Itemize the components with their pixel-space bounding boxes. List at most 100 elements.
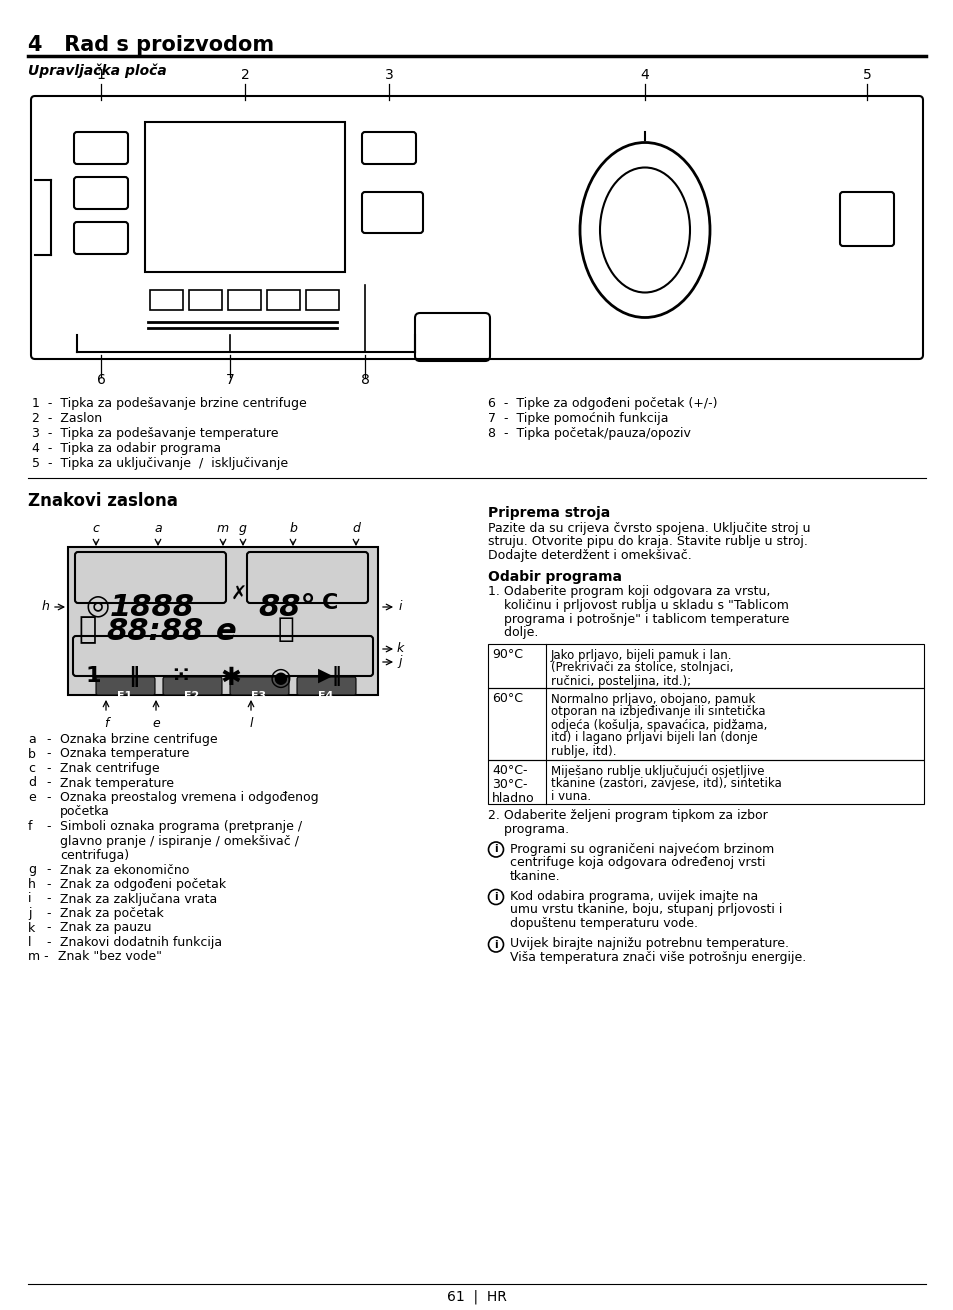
Text: -: -	[46, 878, 51, 891]
Text: 🔒: 🔒	[277, 614, 294, 643]
Text: 7  -  Tipke pomoćnih funkcija: 7 - Tipke pomoćnih funkcija	[488, 413, 668, 424]
Text: 1888: 1888	[110, 593, 194, 622]
Text: Jako prljavo, bijeli pamuk i lan.: Jako prljavo, bijeli pamuk i lan.	[551, 648, 732, 662]
Text: -: -	[46, 762, 51, 776]
Text: 88°: 88°	[257, 593, 315, 622]
Text: Znak za ekonomično: Znak za ekonomično	[60, 863, 190, 876]
Text: Priprema stroja: Priprema stroja	[488, 506, 610, 520]
Text: F4: F4	[318, 690, 334, 701]
Text: -: -	[46, 734, 51, 745]
Text: h: h	[28, 878, 36, 891]
Text: itd) i lagano prljavi bijeli lan (donje: itd) i lagano prljavi bijeli lan (donje	[551, 731, 757, 744]
Text: f: f	[28, 820, 32, 833]
Text: struju. Otvorite pipu do kraja. Stavite rublje u stroj.: struju. Otvorite pipu do kraja. Stavite …	[488, 536, 807, 549]
Text: otporan na izbjeđivanje ili sintetička: otporan na izbjeđivanje ili sintetička	[551, 706, 764, 718]
Text: k: k	[28, 921, 35, 934]
Text: Znak za zaključana vrata: Znak za zaključana vrata	[60, 892, 217, 905]
Bar	[145, 122, 345, 272]
Text: m: m	[216, 521, 229, 534]
Text: 1: 1	[96, 68, 106, 83]
Text: Miješano rublje uključujući osjetljive: Miješano rublje uključujući osjetljive	[551, 765, 763, 778]
Text: Pazite da su crijeva čvrsto spojena. Uključite stroj u: Pazite da su crijeva čvrsto spojena. Ukl…	[488, 521, 810, 534]
Text: c: c	[92, 521, 99, 534]
Text: programa.: programa.	[488, 823, 569, 836]
Text: 4   Rad s proizvodom: 4 Rad s proizvodom	[28, 35, 274, 55]
Bar	[189, 290, 222, 310]
Text: l: l	[249, 717, 253, 730]
Text: -: -	[46, 777, 51, 790]
FancyBboxPatch shape	[163, 677, 222, 696]
Text: b: b	[28, 748, 36, 761]
Text: 88:88: 88:88	[106, 617, 203, 646]
Text: 2  -  Zaslon: 2 - Zaslon	[32, 413, 102, 424]
Text: Oznaka preostalog vremena i odgođenog: Oznaka preostalog vremena i odgođenog	[60, 791, 318, 804]
Text: c: c	[28, 762, 35, 776]
Text: 3  -  Tipka za podešavanje temperature: 3 - Tipka za podešavanje temperature	[32, 427, 278, 440]
Text: Znak za odgođeni početak: Znak za odgođeni početak	[60, 878, 226, 891]
Text: rublje, itd).: rublje, itd).	[551, 744, 616, 757]
Text: g: g	[239, 521, 247, 534]
Text: e: e	[28, 791, 35, 804]
Text: 6  -  Tipke za odgođeni početak (+/-): 6 - Tipke za odgođeni početak (+/-)	[488, 397, 717, 410]
Text: početka: početka	[60, 806, 110, 819]
Text: a: a	[154, 521, 162, 534]
Text: ✱: ✱	[220, 665, 241, 690]
Text: F3: F3	[252, 690, 266, 701]
Text: g: g	[28, 863, 36, 876]
Text: (Prekrivači za stolice, stolnjaci,: (Prekrivači za stolice, stolnjaci,	[551, 662, 733, 675]
Text: Viša temperatura znači više potrošnju energije.: Viša temperatura znači više potrošnju en…	[510, 951, 805, 964]
Text: 8: 8	[360, 373, 369, 386]
Text: tkanine (zastori, zavjese, itd), sintetika: tkanine (zastori, zavjese, itd), sinteti…	[551, 778, 781, 790]
Text: j: j	[397, 655, 401, 668]
Text: C: C	[322, 593, 338, 613]
FancyBboxPatch shape	[230, 677, 289, 696]
Text: 8  -  Tipka početak/pauza/opoziv: 8 - Tipka početak/pauza/opoziv	[488, 427, 690, 440]
Text: Uvijek birajte najnižu potrebnu temperature.: Uvijek birajte najnižu potrebnu temperat…	[510, 938, 788, 951]
Text: -: -	[46, 892, 51, 905]
Text: Simboli oznaka programa (pretpranje /: Simboli oznaka programa (pretpranje /	[60, 820, 302, 833]
Text: 90°C: 90°C	[492, 648, 522, 662]
Text: 5: 5	[862, 68, 870, 83]
Text: -: -	[46, 863, 51, 876]
Text: j: j	[28, 907, 31, 920]
Text: Dodajte deterdžent i omekšivač.: Dodajte deterdžent i omekšivač.	[488, 549, 691, 562]
Text: d: d	[352, 521, 359, 534]
Text: 2. Odaberite željeni program tipkom za izbor: 2. Odaberite željeni program tipkom za i…	[488, 810, 767, 823]
Text: 4  -  Tipka za odabir programa: 4 - Tipka za odabir programa	[32, 441, 221, 455]
Text: količinu i prljovost rublja u skladu s "Tablicom: količinu i prljovost rublja u skladu s "…	[488, 599, 788, 612]
Text: h: h	[42, 600, 50, 613]
Text: ‖: ‖	[128, 665, 139, 686]
Bar	[68, 548, 377, 696]
Text: Upravljačka ploča: Upravljačka ploča	[28, 64, 167, 79]
Text: dopuštenu temperaturu vode.: dopuštenu temperaturu vode.	[510, 917, 698, 930]
Text: a: a	[28, 734, 35, 745]
Text: i: i	[494, 892, 497, 903]
Text: Znak "bez vode": Znak "bez vode"	[58, 951, 162, 963]
Text: -: -	[46, 820, 51, 833]
Text: i: i	[397, 600, 401, 613]
Text: 1  -  Tipka za podešavanje brzine centrifuge: 1 - Tipka za podešavanje brzine centrifu…	[32, 397, 307, 410]
Text: f: f	[104, 717, 108, 730]
Text: e: e	[152, 717, 160, 730]
Text: Znak centrifuge: Znak centrifuge	[60, 762, 159, 776]
Text: 7: 7	[226, 373, 234, 386]
Bar	[306, 290, 338, 310]
Text: centrifuga): centrifuga)	[60, 849, 129, 862]
Text: e: e	[215, 617, 236, 646]
Text: -: -	[46, 937, 51, 948]
Text: Odabir programa: Odabir programa	[488, 570, 621, 584]
Text: Znak temperature: Znak temperature	[60, 777, 173, 790]
Text: Normalno prljavo, obojano, pamuk: Normalno prljavo, obojano, pamuk	[551, 693, 755, 706]
Text: odjeća (košulja, spavaćica, pidžama,: odjeća (košulja, spavaćica, pidžama,	[551, 718, 766, 731]
Text: 6: 6	[96, 373, 106, 386]
Text: 40°C-: 40°C-	[492, 765, 527, 778]
Bar	[228, 290, 261, 310]
Text: Oznaka brzine centrifuge: Oznaka brzine centrifuge	[60, 734, 217, 745]
Text: i vuna.: i vuna.	[551, 790, 591, 803]
Text: 1. Odaberite program koji odgovara za vrstu,: 1. Odaberite program koji odgovara za vr…	[488, 586, 770, 599]
Text: 2: 2	[240, 68, 249, 83]
Text: Znak za pauzu: Znak za pauzu	[60, 921, 152, 934]
Text: -: -	[46, 748, 51, 761]
Text: 3: 3	[384, 68, 393, 83]
Bar	[488, 688, 923, 760]
